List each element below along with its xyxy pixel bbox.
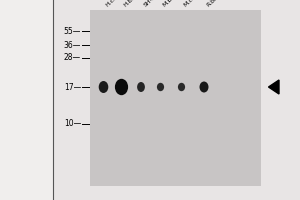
Text: H.brain: H.brain [123,0,143,8]
Text: 36—: 36— [64,40,81,49]
Text: M.brain: M.brain [162,0,183,8]
Text: 10—: 10— [64,119,81,129]
Ellipse shape [115,79,128,95]
Ellipse shape [137,82,145,92]
Ellipse shape [178,83,185,91]
Text: 55—: 55— [64,26,81,36]
Text: R.brain: R.brain [206,0,225,8]
Text: M.cerebellum: M.cerebellum [183,0,218,8]
Text: SH-SY5Y: SH-SY5Y [142,0,165,8]
Ellipse shape [200,82,208,92]
Text: 17—: 17— [64,83,81,92]
Ellipse shape [157,83,164,91]
FancyBboxPatch shape [0,0,52,200]
Polygon shape [268,80,279,94]
FancyBboxPatch shape [90,10,261,186]
Text: H.cerebellum: H.cerebellum [105,0,140,8]
Text: 28—: 28— [64,53,81,62]
Ellipse shape [99,81,108,93]
